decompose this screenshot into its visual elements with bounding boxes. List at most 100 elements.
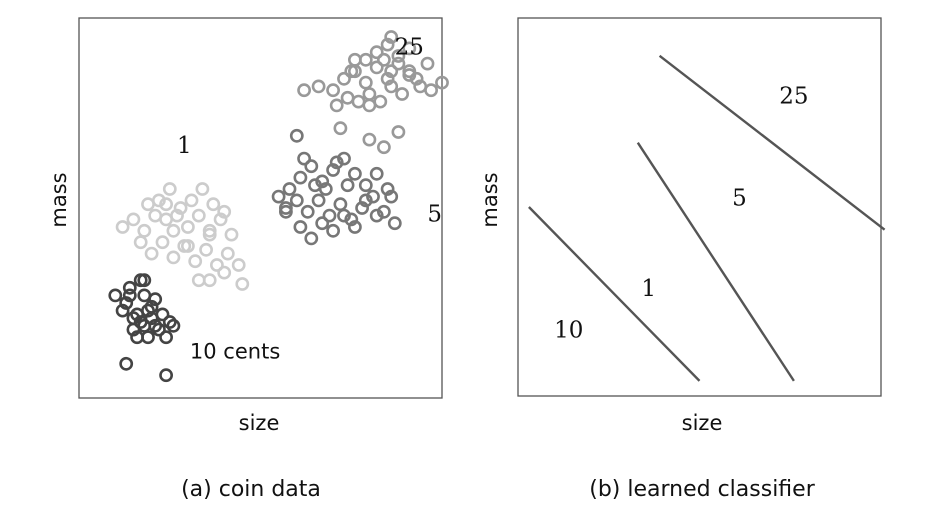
data-point — [369, 60, 384, 75]
data-point — [369, 45, 384, 60]
data-point — [337, 151, 351, 166]
data-point — [347, 52, 362, 67]
data-point — [119, 356, 134, 371]
data-point — [115, 303, 130, 318]
decision-boundary-line — [528, 206, 701, 382]
data-point — [130, 307, 144, 322]
data-point — [347, 220, 362, 234]
data-point — [340, 90, 355, 105]
data-point — [180, 220, 195, 234]
data-point — [380, 71, 395, 86]
data-point — [337, 71, 351, 86]
cluster-label: 10 cents — [190, 339, 280, 363]
decision-boundary-line — [636, 142, 795, 382]
data-point — [311, 79, 326, 94]
data-point — [133, 235, 148, 250]
data-point — [376, 140, 391, 155]
data-point — [337, 208, 351, 223]
data-point — [387, 216, 402, 231]
data-point — [159, 197, 173, 212]
data-point — [391, 125, 406, 139]
data-point — [144, 246, 159, 261]
panel-coin-data: 10 cents 1 5 25 size mass (a) coin data — [47, 17, 449, 502]
data-point — [220, 246, 235, 261]
data-point — [391, 56, 406, 71]
data-point — [384, 64, 399, 79]
data-point — [395, 87, 409, 101]
data-point — [159, 212, 173, 227]
data-point — [293, 220, 308, 234]
data-point — [162, 315, 177, 329]
data-point — [344, 212, 359, 227]
caption-b: (b) learned classifier — [589, 477, 815, 502]
plot-frame-b — [517, 17, 882, 397]
decision-boundary-line — [658, 54, 886, 231]
data-point — [278, 201, 293, 215]
data-point — [362, 98, 377, 113]
data-point — [119, 296, 134, 310]
scatter-points — [108, 30, 449, 383]
data-point — [293, 170, 308, 185]
y-axis-label-a: mass — [47, 172, 71, 227]
data-point — [311, 193, 326, 208]
x-axis-label-a: size — [239, 411, 280, 435]
data-point — [424, 83, 438, 98]
data-point — [209, 258, 224, 272]
data-point — [308, 178, 322, 193]
cluster-labels: 10 cents 1 5 25 — [177, 34, 442, 363]
data-point — [289, 193, 304, 208]
data-point — [333, 121, 348, 136]
data-point — [329, 155, 344, 170]
data-point — [184, 193, 199, 208]
data-point — [148, 318, 163, 333]
data-point — [300, 204, 315, 219]
data-point — [166, 223, 181, 238]
data-point — [115, 220, 130, 234]
data-point — [108, 288, 123, 303]
data-point — [199, 242, 213, 257]
x-axis-label-b: size — [682, 411, 723, 435]
data-point — [289, 128, 304, 143]
region-label: 1 — [641, 276, 656, 302]
data-point — [344, 64, 359, 79]
data-point — [376, 204, 391, 219]
region-labels: 10 1 5 25 — [554, 83, 808, 343]
data-point — [191, 273, 206, 288]
data-point — [173, 201, 188, 215]
region-label: 10 — [554, 318, 583, 344]
data-point — [126, 322, 141, 337]
data-point — [202, 227, 217, 242]
data-point — [362, 132, 377, 147]
data-point — [155, 235, 170, 250]
data-point — [326, 223, 340, 238]
data-point — [380, 182, 395, 196]
data-point — [358, 178, 373, 193]
data-point — [159, 330, 173, 345]
data-point — [282, 182, 297, 196]
data-point — [362, 87, 377, 101]
data-point — [137, 288, 152, 303]
data-point — [271, 189, 286, 204]
panel-learned-classifier: 10 1 5 25 size mass (b) learned classifier — [478, 17, 886, 502]
data-point — [151, 322, 166, 337]
data-point — [235, 277, 250, 291]
decision-boundaries — [528, 54, 886, 382]
caption-a: (a) coin data — [181, 477, 321, 502]
data-point — [358, 193, 373, 208]
region-label: 5 — [732, 185, 747, 211]
data-point — [402, 41, 417, 56]
data-point — [391, 49, 406, 63]
data-point — [159, 368, 173, 383]
data-point — [162, 182, 177, 196]
data-point — [133, 315, 148, 329]
data-point — [380, 37, 395, 52]
data-point — [297, 151, 311, 166]
data-point — [304, 231, 319, 246]
data-point — [213, 212, 228, 227]
data-point — [141, 330, 155, 345]
region-label: 25 — [779, 83, 808, 109]
data-point — [224, 227, 239, 242]
data-point — [297, 83, 311, 98]
data-point — [355, 201, 369, 215]
